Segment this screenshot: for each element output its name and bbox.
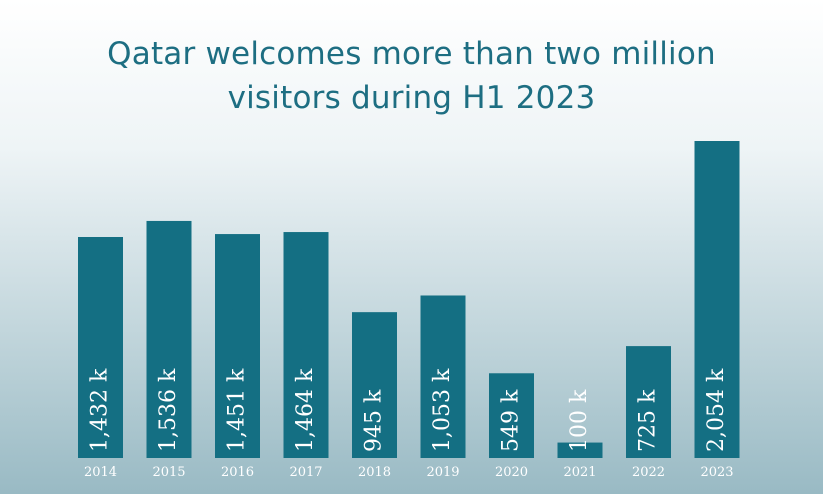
bar-2023 [694,141,740,458]
bar-2021 [557,442,603,458]
x-tick-label-2018: 2018 [358,465,391,480]
x-tick-label-2014: 2014 [84,465,117,480]
x-tick-label-2019: 2019 [426,465,459,480]
bar-2022 [626,346,671,458]
bar-2014 [78,236,123,458]
x-tick-label-2022: 2022 [632,465,665,480]
x-tick-label-2023: 2023 [700,465,733,480]
value-label-2015: 1,536 k [156,368,181,452]
value-label-2016: 1,451 k [225,368,250,452]
chart-title-line-2: visitors during H1 2023 [227,80,596,116]
bar-2020 [489,373,534,458]
value-label-2023: 2,054 k [704,368,729,452]
value-label-2018: 945 k [362,389,387,452]
x-tick-label-2015: 2015 [152,465,185,480]
x-tick-label-2020: 2020 [495,465,528,480]
value-label-2020: 549 k [499,389,524,452]
value-label-2017: 1,464 k [293,368,318,452]
bar-2016 [215,234,260,458]
chart-title: Qatar welcomes more than two million vis… [0,32,823,120]
x-tick-label-2021: 2021 [563,465,596,480]
chart-title-line-1: Qatar welcomes more than two million [107,36,716,72]
bar-2015 [146,220,192,458]
x-tick-label-2017: 2017 [289,465,322,480]
value-label-2014: 1,432 k [88,368,113,452]
bar-2017 [283,232,329,458]
value-label-2021: 100 k [567,389,592,452]
bar-2019 [420,295,466,458]
value-label-2019: 1,053 k [430,368,455,452]
value-label-2022: 725 k [636,389,661,452]
bar-2018 [352,312,397,458]
x-tick-label-2016: 2016 [221,465,254,480]
